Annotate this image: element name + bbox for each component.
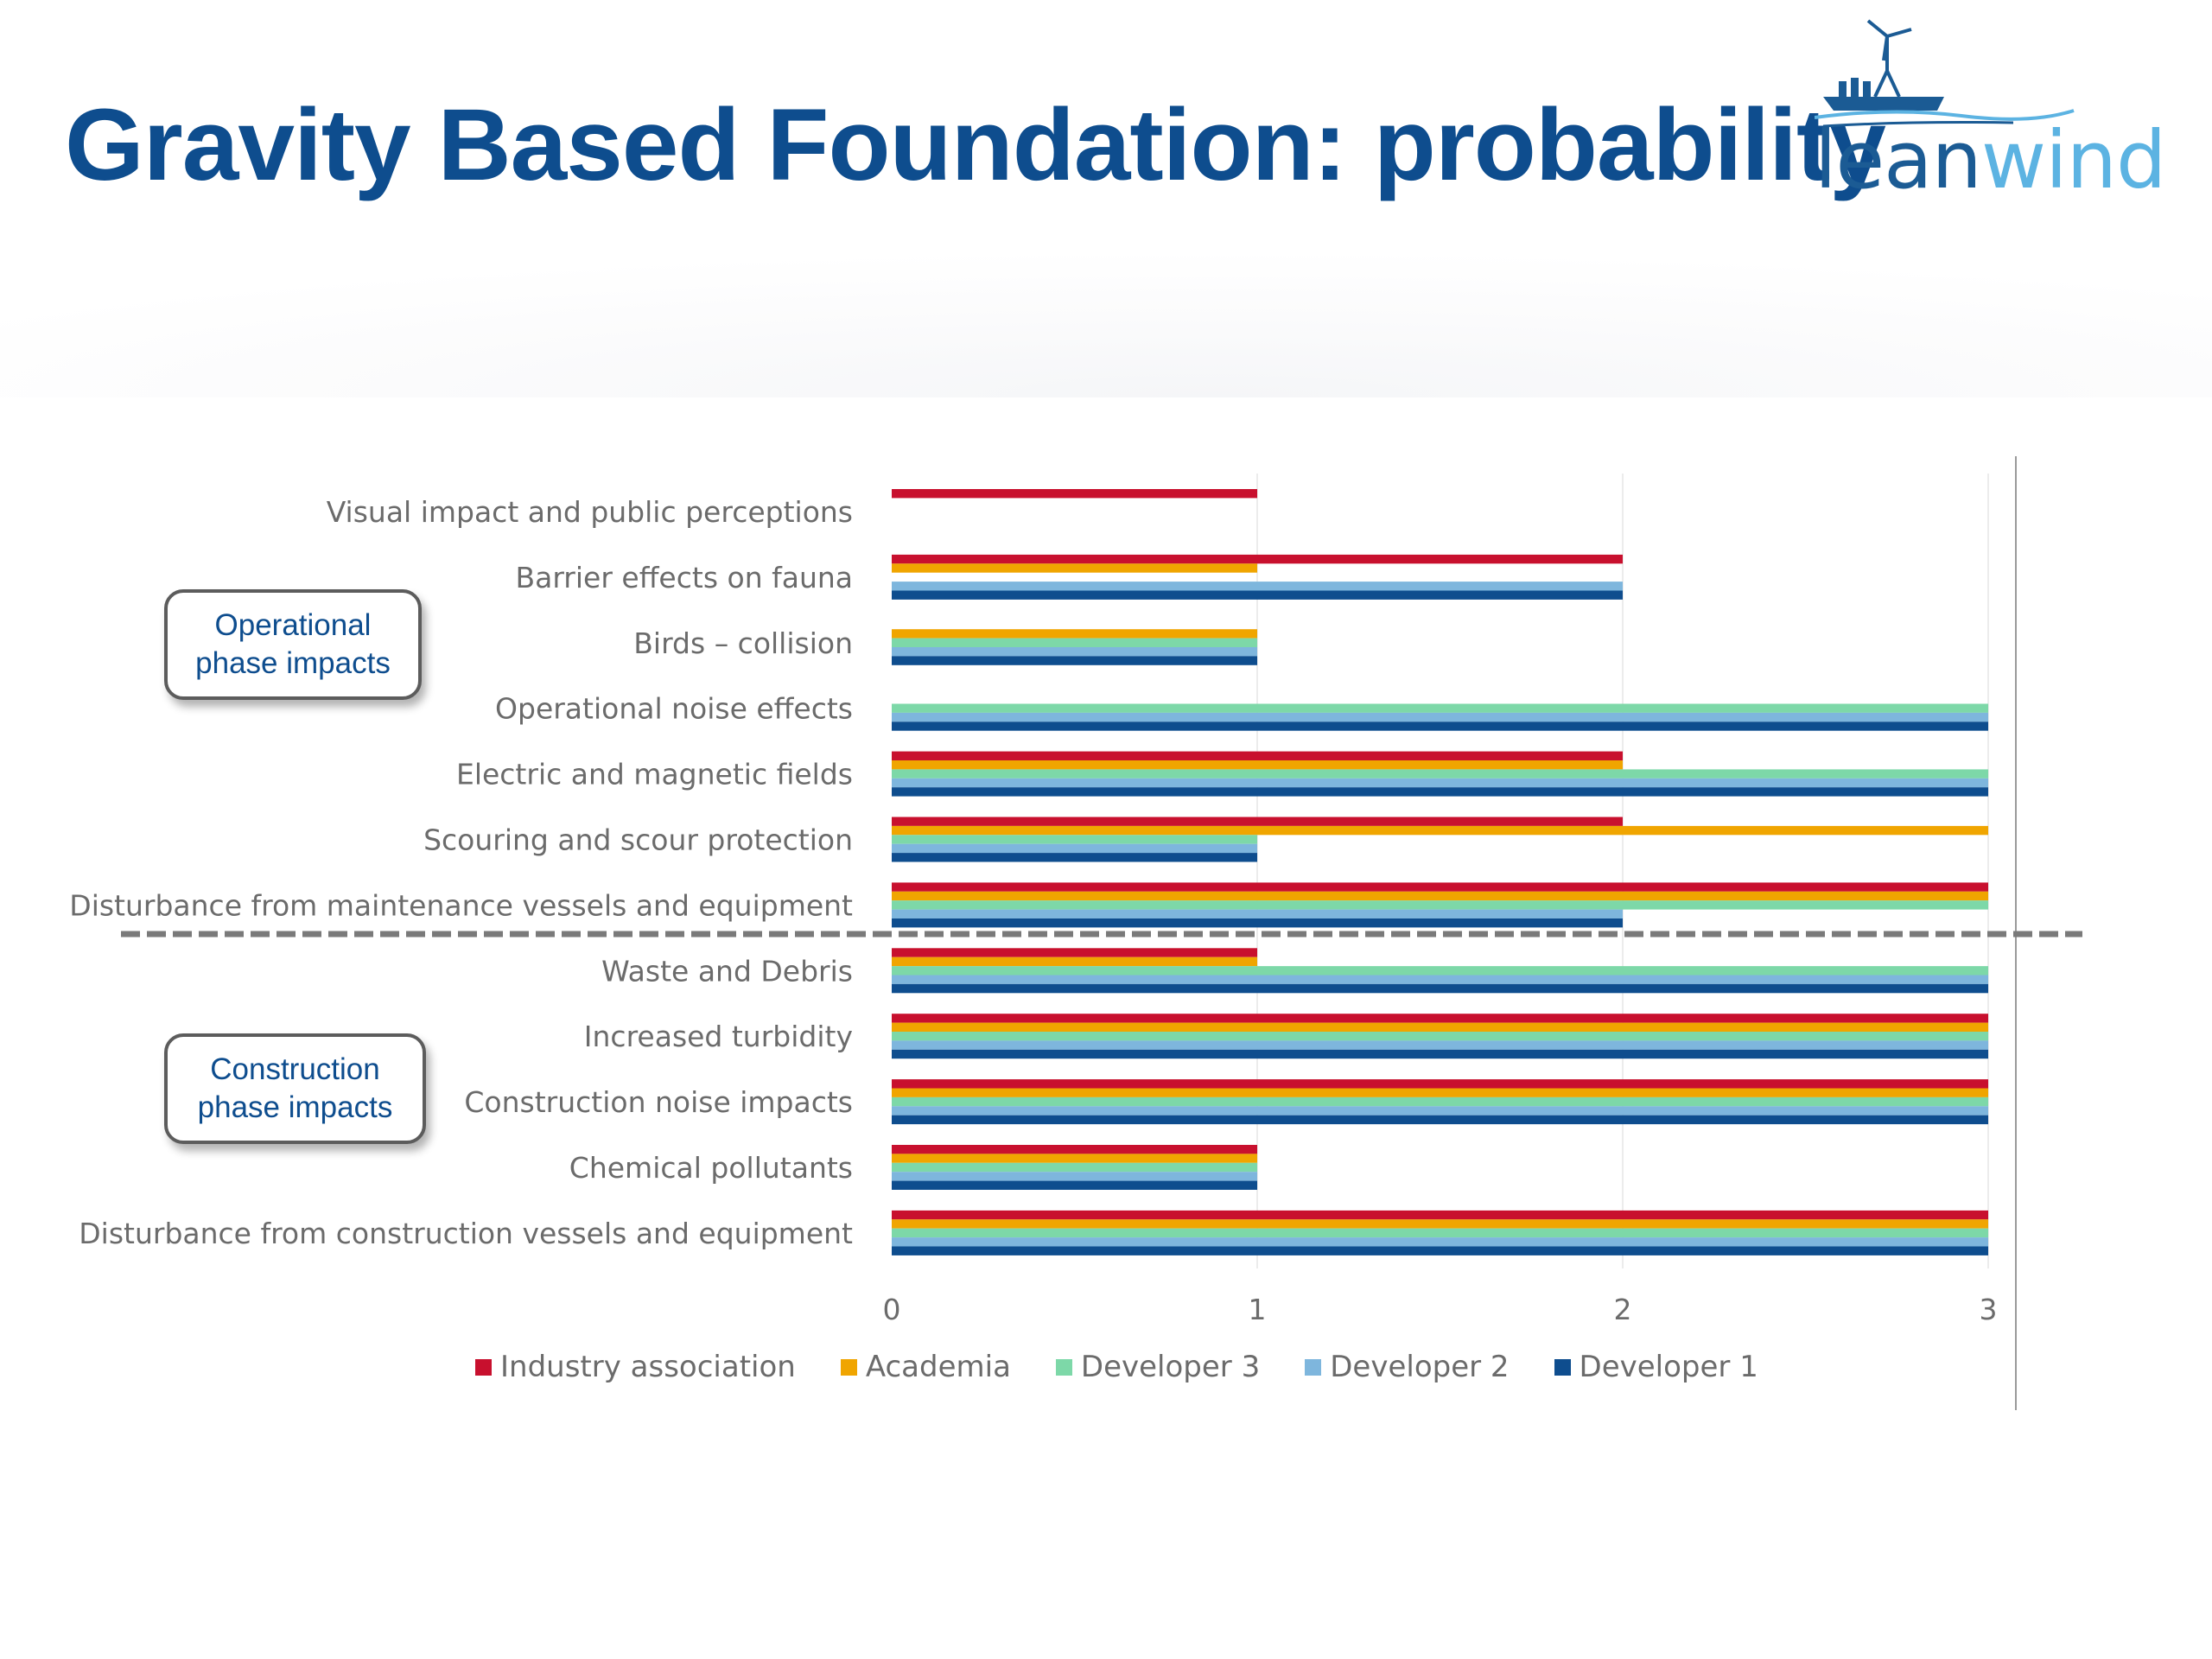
bar-developer-2 — [892, 647, 1257, 657]
bar-developer-3 — [892, 1162, 1257, 1173]
bar-industry-association — [892, 882, 1988, 892]
legend-label: Developer 1 — [1579, 1350, 1758, 1384]
bar-developer-3 — [892, 703, 1988, 713]
bar-developer-1 — [892, 1246, 1988, 1255]
leanwind-logo-wordmark: leanwind — [1815, 114, 2167, 207]
bar-developer-1 — [892, 918, 1623, 928]
bar-developer-3 — [892, 966, 1988, 976]
bar-academia — [892, 1022, 1988, 1032]
slide-title: Gravity Based Foundation: probability — [65, 88, 1886, 202]
category-label: Increased turbidity — [584, 1020, 853, 1053]
category-label: Visual impact and public perceptions — [327, 495, 853, 529]
bar-academia — [892, 563, 1257, 573]
bar-developer-2 — [892, 909, 1623, 918]
bar-developer-2 — [892, 582, 1623, 591]
category-label: Chemical pollutants — [569, 1151, 853, 1185]
bar-developer-1 — [892, 590, 1623, 600]
bar-developer-2 — [892, 712, 1988, 722]
legend-swatch — [1554, 1358, 1571, 1376]
bar-developer-2 — [892, 843, 1257, 854]
category-label: Birds – collision — [633, 626, 853, 660]
x-tick-label: 1 — [1249, 1293, 1267, 1326]
bar-industry-association — [892, 817, 1623, 826]
bar-developer-1 — [892, 1049, 1988, 1059]
bar-developer-2 — [892, 1172, 1257, 1181]
bar-developer-3 — [892, 900, 1988, 910]
bar-industry-association — [892, 489, 1257, 499]
bar-developer-1 — [892, 787, 1988, 797]
bar-developer-1 — [892, 1180, 1257, 1190]
x-tick-label: 0 — [883, 1293, 901, 1326]
bar-academia — [892, 825, 1988, 836]
legend-item: Developer 1 — [1554, 1350, 1758, 1384]
legend-swatch — [1305, 1358, 1322, 1376]
legend-item: Academia — [840, 1350, 1011, 1384]
legend-swatch — [1055, 1358, 1072, 1376]
bar-academia — [892, 1219, 1988, 1229]
category-label: Disturbance from construction vessels an… — [79, 1217, 853, 1250]
bar-developer-3 — [892, 1096, 1988, 1107]
x-tick-label: 3 — [1980, 1293, 1998, 1326]
bar-developer-1 — [892, 983, 1988, 994]
construction-phase-text: Construction phase impacts — [197, 1052, 393, 1124]
category-label: Electric and magnetic fields — [456, 758, 853, 791]
construction-phase-label: Construction phase impacts — [164, 1033, 426, 1144]
bar-developer-2 — [892, 975, 1988, 984]
category-label: Operational noise effects — [495, 692, 853, 726]
bar-industry-association — [892, 1014, 1988, 1023]
category-label: Disturbance from maintenance vessels and… — [69, 888, 853, 922]
bar-industry-association — [892, 1079, 1988, 1089]
bar-developer-2 — [892, 1237, 1988, 1247]
logo-word-lean: lean — [1815, 114, 1982, 207]
bar-developer-1 — [892, 853, 1257, 862]
bar-industry-association — [892, 751, 1623, 760]
legend-label: Academia — [865, 1350, 1011, 1384]
legend-swatch — [475, 1358, 492, 1376]
category-label: Waste and Debris — [601, 954, 853, 988]
bar-industry-association — [892, 1145, 1257, 1154]
leanwind-logo-icon — [1815, 19, 2075, 128]
bar-academia — [892, 1088, 1988, 1097]
bar-academia — [892, 957, 1257, 967]
bar-developer-3 — [892, 1228, 1988, 1238]
legend-item: Industry association — [475, 1350, 796, 1384]
operational-phase-label: Operational phase impacts — [164, 589, 422, 700]
bar-developer-2 — [892, 1106, 1988, 1116]
logo-word-wind: wind — [1980, 114, 2167, 207]
chart-legend: Industry association Academia Developer 3 D… — [475, 1350, 1758, 1384]
bar-industry-association — [892, 1210, 1988, 1220]
bar-developer-3 — [892, 1032, 1988, 1041]
bar-academia — [892, 760, 1623, 770]
bar-developer-3 — [892, 638, 1257, 647]
bar-developer-1 — [892, 656, 1257, 665]
legend-label: Developer 3 — [1080, 1350, 1261, 1384]
x-tick-label: 2 — [1614, 1293, 1632, 1326]
bar-developer-1 — [892, 1115, 1988, 1125]
header-band — [0, 216, 2212, 397]
legend-item: Developer 3 — [1055, 1350, 1261, 1384]
bar-developer-3 — [892, 769, 1988, 779]
bar-academia — [892, 1154, 1257, 1163]
category-label: Construction noise impacts — [464, 1085, 853, 1119]
bar-academia — [892, 891, 1988, 901]
bar-industry-association — [892, 948, 1257, 957]
legend-label: Developer 2 — [1330, 1350, 1510, 1384]
legend-label: Industry association — [500, 1350, 796, 1384]
bar-academia — [892, 629, 1257, 639]
bar-developer-2 — [892, 778, 1988, 788]
category-label: Scouring and scour protection — [423, 823, 853, 857]
bar-developer-1 — [892, 721, 1988, 731]
bar-developer-2 — [892, 1040, 1988, 1050]
bar-industry-association — [892, 554, 1623, 564]
category-label: Barrier effects on fauna — [515, 561, 853, 594]
legend-swatch — [840, 1358, 857, 1376]
operational-phase-text: Operational phase impacts — [195, 608, 391, 680]
bar-developer-3 — [892, 835, 1257, 844]
legend-item: Developer 2 — [1305, 1350, 1510, 1384]
